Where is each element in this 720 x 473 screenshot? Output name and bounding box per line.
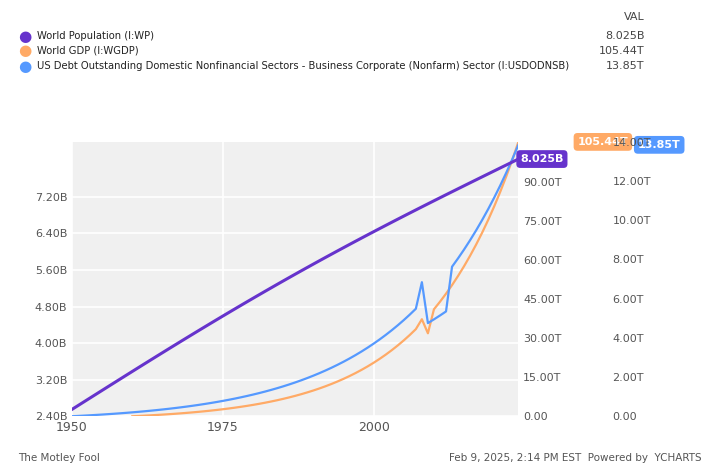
Text: ●: ● bbox=[18, 29, 31, 44]
Text: 105.44T: 105.44T bbox=[577, 137, 629, 147]
Text: 8.025B: 8.025B bbox=[521, 154, 564, 164]
Text: US Debt Outstanding Domestic Nonfinancial Sectors - Business Corporate (Nonfarm): US Debt Outstanding Domestic Nonfinancia… bbox=[37, 61, 570, 71]
Text: 13.85T: 13.85T bbox=[606, 61, 644, 71]
Text: 13.85T: 13.85T bbox=[638, 140, 680, 150]
Text: 8.025B: 8.025B bbox=[605, 31, 644, 42]
Text: Feb 9, 2025, 2:14 PM EST  Powered by  YCHARTS: Feb 9, 2025, 2:14 PM EST Powered by YCHA… bbox=[449, 453, 702, 463]
Text: The Motley Fool: The Motley Fool bbox=[18, 453, 100, 463]
Text: World Population (I:WP): World Population (I:WP) bbox=[37, 31, 154, 42]
Text: ●: ● bbox=[18, 43, 31, 58]
Text: 105.44T: 105.44T bbox=[599, 45, 644, 56]
Text: VAL: VAL bbox=[624, 12, 644, 22]
Text: ●: ● bbox=[18, 59, 31, 74]
Text: World GDP (I:WGDP): World GDP (I:WGDP) bbox=[37, 45, 139, 56]
